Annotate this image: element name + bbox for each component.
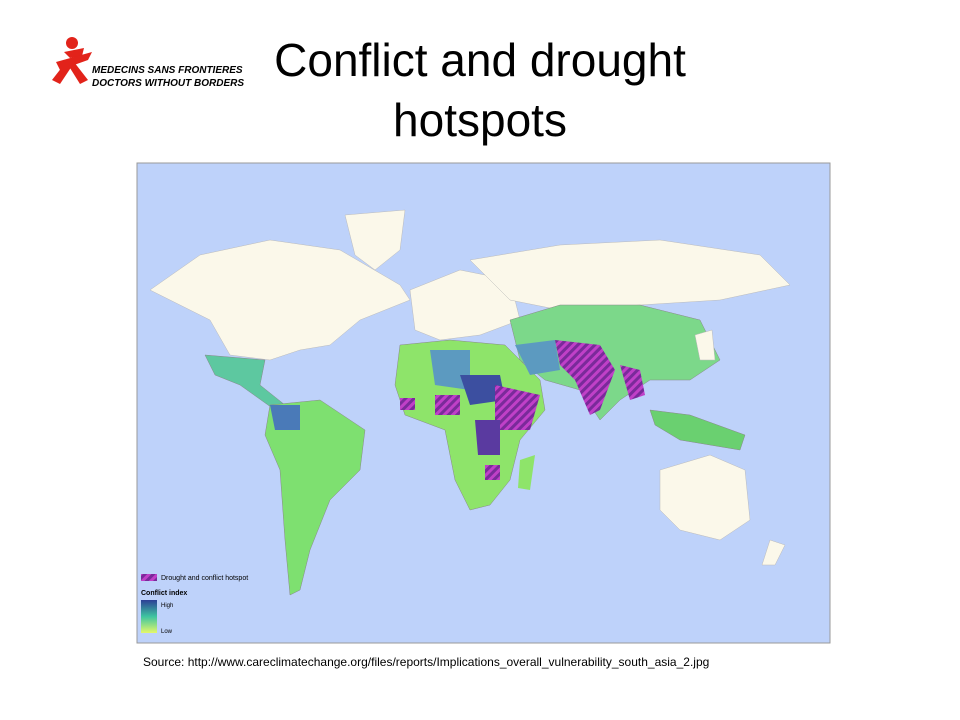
hotspot: [435, 395, 460, 415]
slide-title: Conflict and drought hotspots: [200, 30, 760, 150]
legend-label: High: [161, 603, 173, 609]
middle-east: [515, 340, 560, 375]
hotspot: [555, 340, 615, 415]
legend-swatch: [141, 574, 157, 581]
south-america: [264, 399, 366, 596]
indonesia: [649, 409, 746, 451]
colombia: [270, 405, 300, 430]
russia: [469, 239, 791, 311]
legend: Drought and conflict hotspot Conflict in…: [141, 574, 248, 635]
map: [136, 162, 831, 644]
chad: [460, 375, 505, 405]
europe: [409, 269, 521, 341]
japan: [694, 329, 716, 361]
legend-label: Drought and conflict hotspot: [161, 575, 248, 582]
legend-gradient: [141, 600, 157, 633]
hotspot: [620, 365, 645, 400]
australia: [659, 454, 751, 541]
logo: MEDECINS SANS FRONTIERES DOCTORS WITHOUT…: [52, 37, 244, 89]
hotspot: [485, 465, 500, 480]
greenland: [344, 209, 406, 271]
hotspot: [400, 398, 415, 410]
logo-text: DOCTORS WITHOUT BORDERS: [92, 78, 244, 89]
algeria: [430, 350, 470, 390]
logo-text: MEDECINS SANS FRONTIERES: [92, 65, 243, 76]
new-zealand: [761, 539, 786, 566]
hotspot: [495, 385, 540, 430]
title-line: Conflict and drought: [274, 34, 686, 86]
africa: [394, 339, 546, 511]
drc: [475, 420, 500, 455]
asia: [509, 304, 721, 421]
north-america: [149, 239, 411, 361]
legend-label: Low: [161, 629, 173, 635]
madagascar: [518, 455, 535, 490]
legend-title: Conflict index: [141, 590, 187, 597]
source: Source: http://www.careclimatechange.org…: [143, 655, 710, 669]
title-line: hotspots: [393, 94, 567, 146]
